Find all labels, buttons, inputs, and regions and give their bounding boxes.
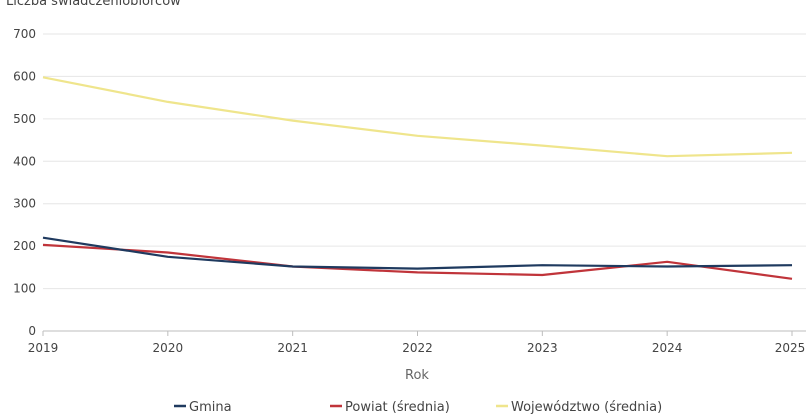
legend-label: Powiat (średnia): [345, 400, 450, 414]
series-lines: [42, 76, 793, 280]
y-tick-label: 600: [13, 69, 36, 83]
legend-label: Województwo (średnia): [511, 400, 662, 414]
y-tick-label: 100: [13, 282, 36, 296]
y-tick-label: 300: [13, 197, 36, 211]
series-line-1: [42, 243, 793, 280]
x-tick-label: 2019: [28, 341, 59, 355]
legend: Gmina Powiat (średnia) Województwo (średni…: [174, 400, 662, 414]
y-tick-label: 200: [13, 239, 36, 253]
x-axis-ticks: 2019 2020 2021 2022 2023 2024 2025: [28, 331, 806, 355]
x-tick-label: 2022: [402, 341, 433, 355]
legend-label: Gmina: [189, 400, 232, 414]
x-tick-label: 2024: [652, 341, 683, 355]
grid-lines: [43, 33, 806, 290]
series-line-2: [42, 76, 793, 158]
chart-title: Liczba świadczeniobiorców: [6, 0, 181, 9]
y-tick-label: 500: [13, 112, 36, 126]
y-tick-label: 700: [13, 27, 36, 41]
x-tick-label: 2023: [527, 341, 558, 355]
y-tick-label: 0: [28, 324, 36, 338]
x-axis-title: Rok: [405, 368, 429, 383]
x-tick-label: 2020: [153, 341, 184, 355]
y-axis-ticks: 0 100 200 300 400 500 600 700: [13, 27, 36, 338]
x-tick-label: 2025: [775, 341, 806, 355]
x-tick-label: 2021: [277, 341, 308, 355]
y-tick-label: 400: [13, 154, 36, 168]
